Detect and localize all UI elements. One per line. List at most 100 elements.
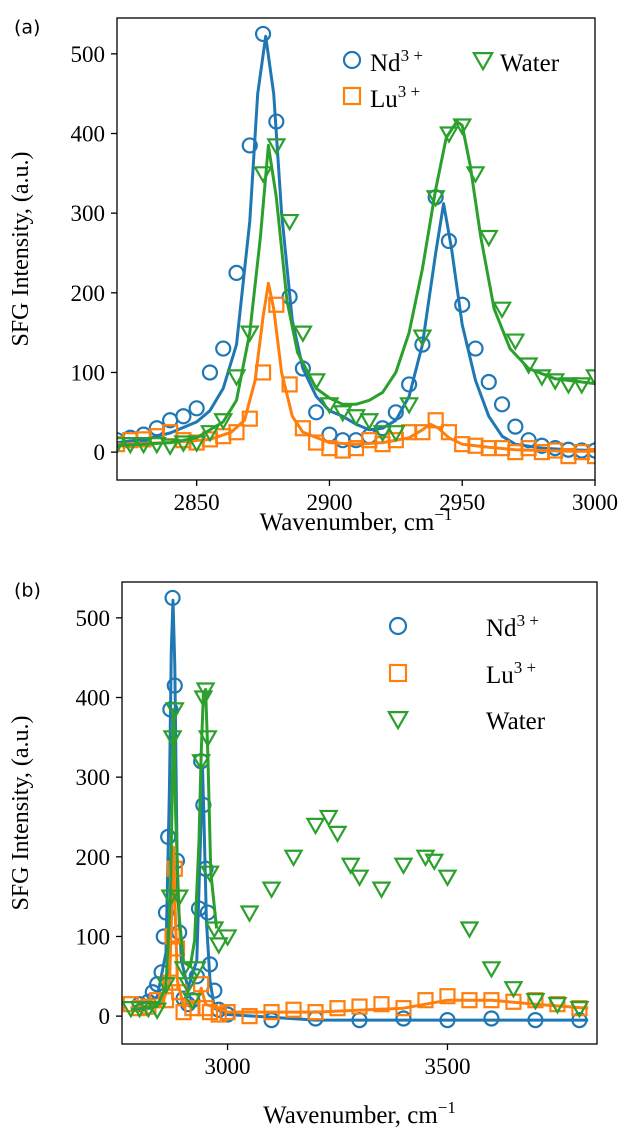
data-point <box>193 976 210 993</box>
data-point <box>241 137 258 154</box>
x-tick-label: 3500 <box>424 1054 470 1079</box>
x-axis-label-text: Wavenumber, cm <box>263 1102 438 1129</box>
data-point <box>558 377 579 395</box>
data-point <box>254 25 272 43</box>
data-point <box>425 190 446 208</box>
y-tick-label: 0 <box>94 440 106 465</box>
data-point <box>168 940 186 957</box>
data-point <box>585 369 595 387</box>
data-point <box>239 325 260 343</box>
y-tick-label: 400 <box>71 122 106 147</box>
legend-marker <box>342 86 362 106</box>
data-point <box>164 928 181 945</box>
data-point <box>197 730 218 748</box>
data-point <box>307 1004 324 1021</box>
data-point <box>414 424 431 441</box>
y-tick-label: 500 <box>71 42 106 67</box>
data-point <box>439 1012 456 1029</box>
data-point <box>414 336 431 353</box>
data-point <box>385 425 406 443</box>
data-point <box>318 809 339 828</box>
data-point <box>162 974 179 991</box>
x-axis-label-superscript: −1 <box>438 1098 456 1117</box>
x-tick-label: 2850 <box>174 490 220 515</box>
data-point <box>424 853 445 872</box>
x-tick-label: 2950 <box>439 490 485 515</box>
data-point <box>162 730 183 748</box>
data-point <box>483 1010 500 1027</box>
legend-label-text: Water <box>486 708 546 735</box>
data-point <box>279 213 300 232</box>
data-point <box>507 418 524 435</box>
data-point <box>171 984 188 1001</box>
data-point <box>186 961 207 979</box>
legend-label-superscript: 3 + <box>398 82 420 101</box>
data-point <box>387 404 404 421</box>
y-tick-label: 100 <box>71 360 106 385</box>
legend-label-text: Lu <box>486 662 514 689</box>
data-point <box>213 413 234 431</box>
data-point <box>120 437 141 455</box>
data-point <box>178 977 198 995</box>
legend-item-nd: Nd3 + <box>388 611 539 642</box>
data-point <box>452 118 473 136</box>
legend-label: Nd3 + <box>370 46 423 77</box>
y-axis-label: SFG Intensity, (a.u.) <box>8 151 34 346</box>
data-point <box>346 409 366 427</box>
data-point <box>545 373 566 391</box>
data-point <box>415 849 436 868</box>
data-point <box>190 900 208 917</box>
data-point <box>226 369 247 387</box>
fit-line-nd <box>117 34 595 452</box>
data-point <box>440 424 458 441</box>
data-point <box>195 682 216 700</box>
data-point <box>493 396 511 413</box>
axes-frame <box>121 581 598 1045</box>
data-point <box>439 988 456 1005</box>
x-axis-label: Wavenumber, cm−1 <box>260 505 453 536</box>
series-nd <box>117 25 595 459</box>
legend-marker <box>388 616 408 636</box>
data-point <box>169 889 190 907</box>
y-tick-label: 0 <box>99 1004 111 1029</box>
data-point <box>531 369 552 387</box>
panel-label: (b) <box>14 580 41 602</box>
data-point <box>395 1010 412 1027</box>
data-point <box>492 301 513 320</box>
data-point <box>292 325 313 343</box>
data-point <box>467 340 484 357</box>
data-point <box>201 1004 219 1021</box>
axes-frame <box>116 17 596 481</box>
series-water <box>122 682 590 1021</box>
data-point <box>427 412 444 429</box>
data-point <box>217 929 238 947</box>
data-point <box>372 425 393 443</box>
y-tick-label: 500 <box>76 606 111 631</box>
data-point <box>239 905 260 923</box>
data-point <box>359 413 380 431</box>
data-point <box>505 333 526 351</box>
data-point <box>241 1008 258 1025</box>
data-point <box>459 921 480 939</box>
data-point <box>437 869 458 887</box>
data-point <box>518 357 539 375</box>
data-point <box>261 881 282 899</box>
data-point <box>393 857 414 876</box>
legend-label: Lu3 + <box>370 82 420 113</box>
legend-label-superscript: 3 + <box>401 46 423 65</box>
data-point <box>481 961 502 979</box>
data-point <box>160 438 181 457</box>
data-point <box>281 376 298 393</box>
legend-label-text: Water <box>500 50 560 77</box>
data-point <box>571 1012 588 1029</box>
data-point <box>182 993 203 1011</box>
data-point <box>219 1004 236 1021</box>
legend-label-superscript: 3 + <box>514 658 536 677</box>
data-point <box>186 435 207 453</box>
data-point <box>503 981 524 999</box>
data-point <box>268 296 285 313</box>
data-point <box>440 232 458 250</box>
data-point <box>253 166 274 184</box>
data-point <box>156 977 176 995</box>
data-point <box>571 377 592 395</box>
